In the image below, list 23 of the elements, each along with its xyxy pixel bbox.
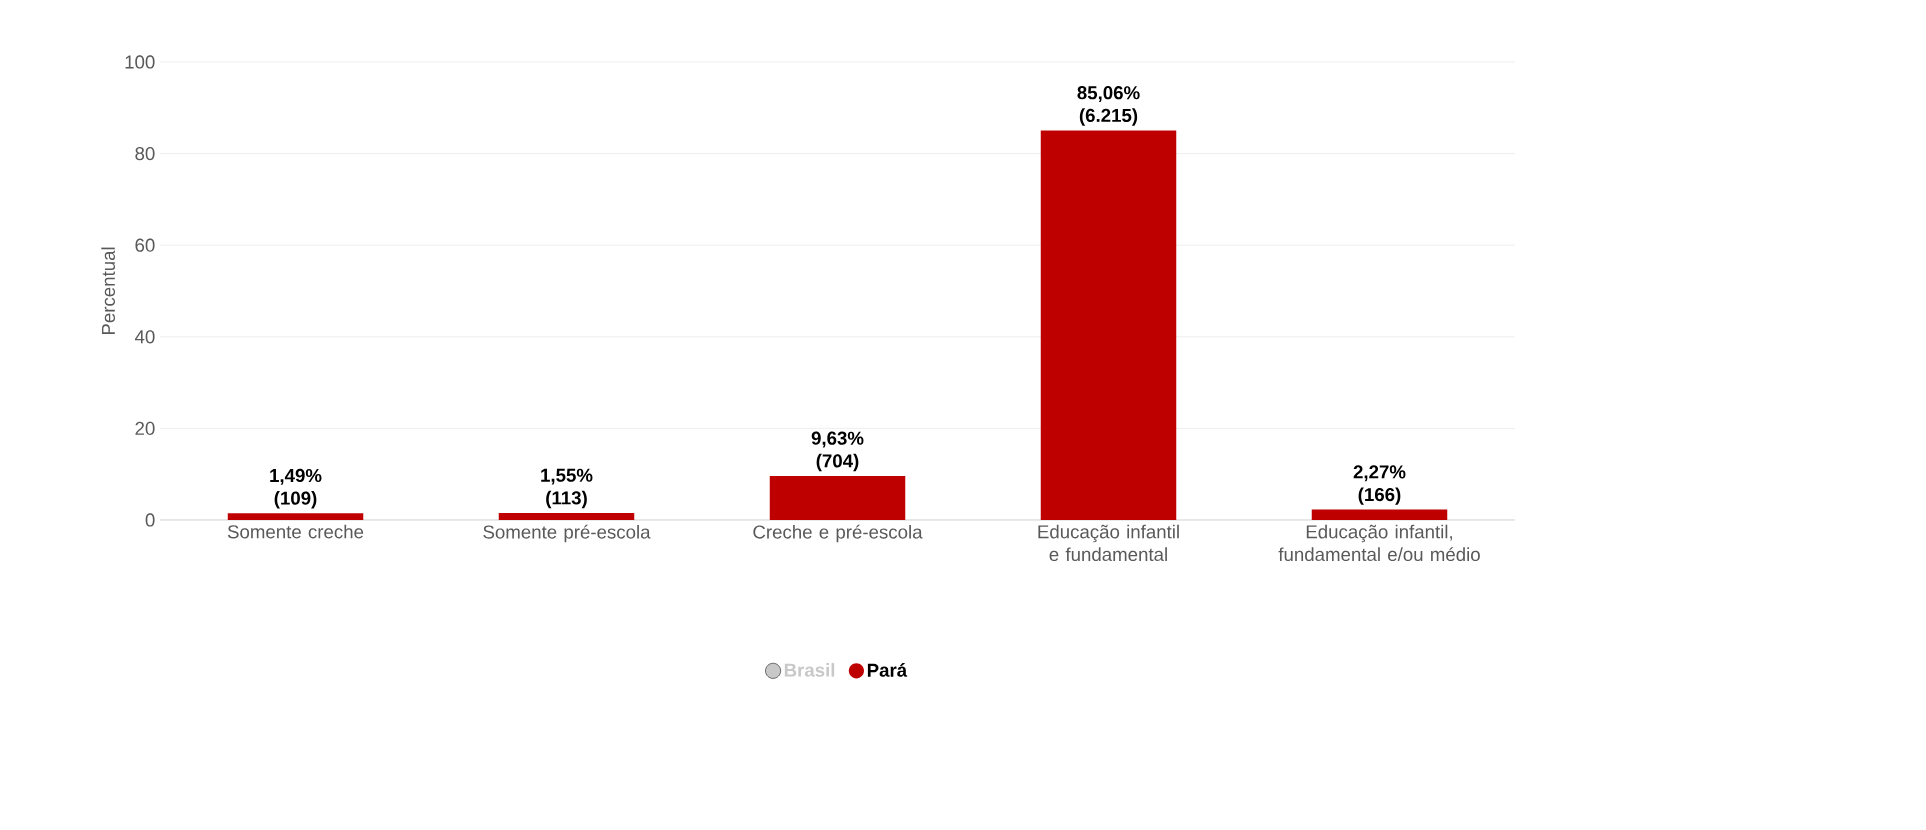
- x-tick-label: Educação infantil, fundamental e/ou médio: [1278, 524, 1480, 562]
- y-tick-label: 100: [125, 55, 155, 69]
- legend-label: Pará: [867, 662, 908, 677]
- data-label: 85,06% (6.215): [1077, 86, 1140, 126]
- y-tick-label: 40: [134, 330, 155, 344]
- x-tick-label: Educação infantil e fundamental: [1038, 524, 1179, 562]
- y-tick-label: 20: [135, 421, 155, 435]
- bar: [498, 512, 635, 520]
- bar: [769, 475, 906, 520]
- bar: [1311, 509, 1448, 520]
- data-label: 1,55% (113): [541, 468, 593, 509]
- x-tick-label: Creche e pré-escola: [753, 524, 923, 543]
- y-tick-label: 60: [135, 238, 155, 252]
- bar: [227, 513, 364, 520]
- data-label: 9,63% (704): [811, 431, 864, 472]
- y-tick-label: 80: [135, 146, 155, 161]
- y-axis-title: Percentual: [101, 247, 116, 335]
- data-label: 1,49% (109): [270, 468, 322, 509]
- x-tick-label: Somente creche: [227, 524, 364, 539]
- bar: [1040, 130, 1177, 520]
- x-tick-label: Somente pré-escola: [483, 524, 651, 543]
- y-tick-label: 0: [145, 513, 155, 527]
- data-label: 2,27% (166): [1353, 465, 1406, 505]
